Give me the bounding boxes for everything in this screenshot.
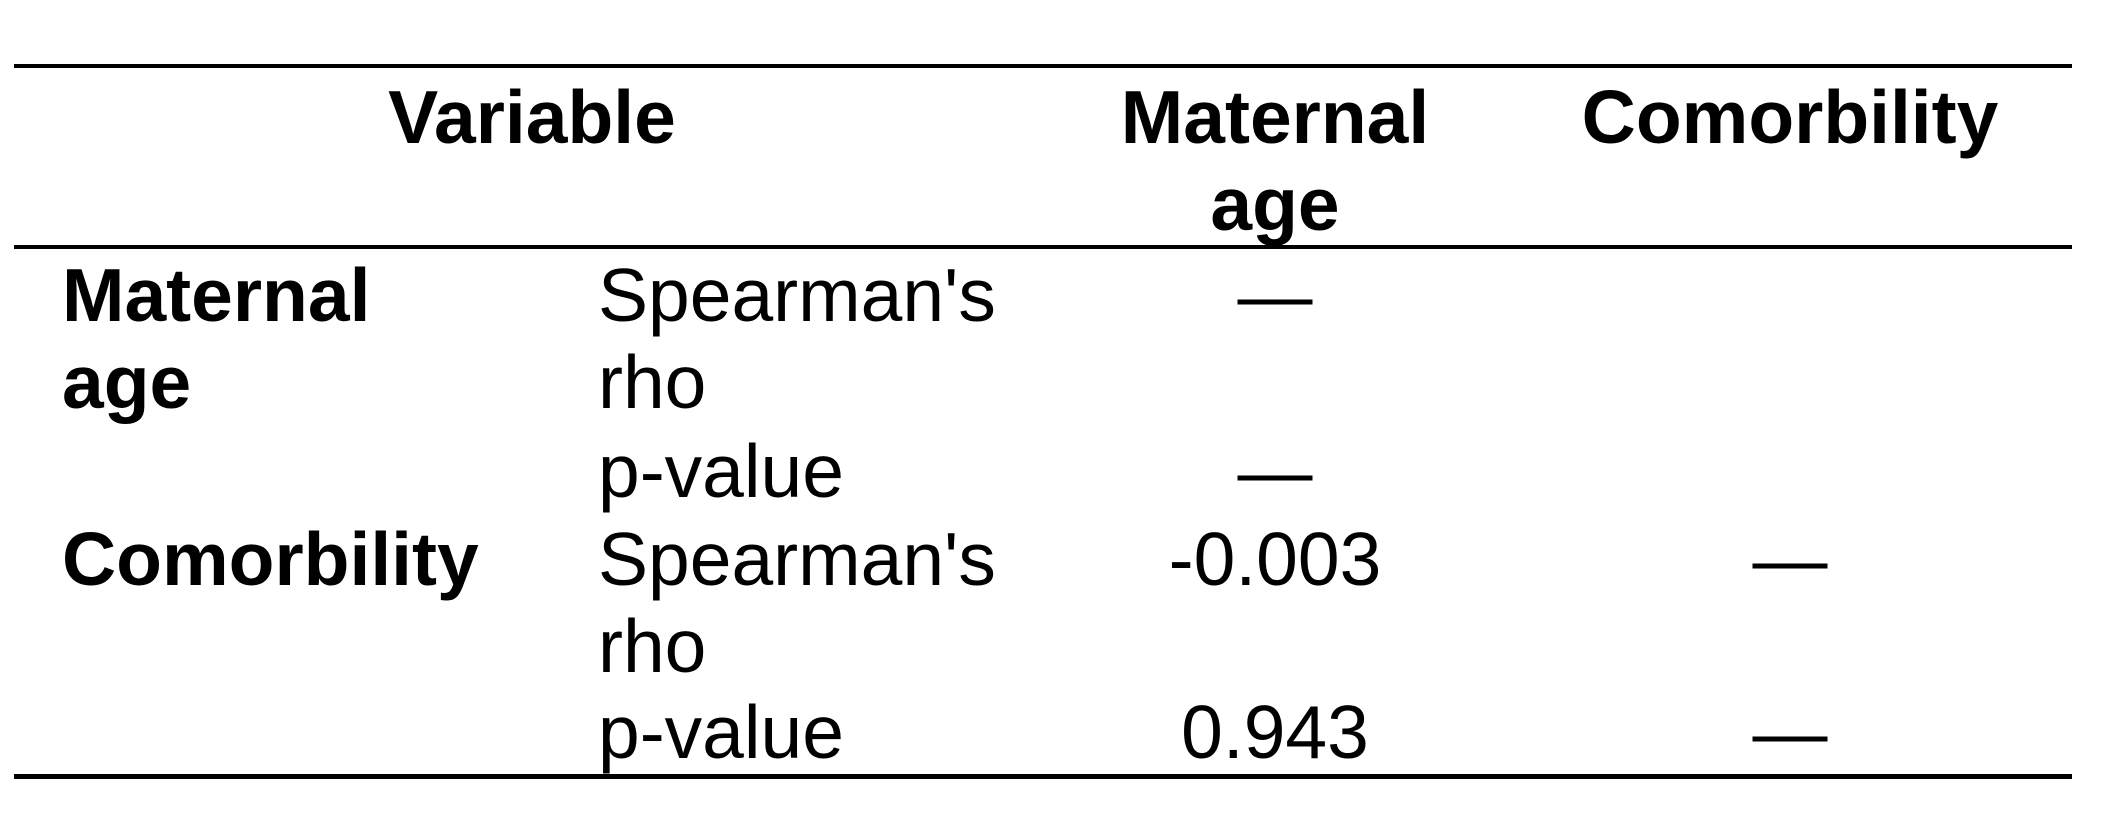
value-cell: — [1752,517,1828,601]
top-rule [14,64,2072,68]
value-cell: — [1752,690,1828,774]
stat-label: Spearman's rho [598,253,996,424]
header-cell: Maternal age [1120,75,1430,246]
value-cell: — [1237,429,1313,513]
stat-label: p-value [598,690,844,774]
header-cell: Comorbility [1581,75,1999,159]
value-cell: — [1237,253,1313,337]
row-group-label: Maternal age [62,253,371,424]
value-cell: -0.003 [1168,517,1382,601]
header-rule [14,245,2072,249]
row-group-label: Comorbility [62,517,479,601]
stat-label: p-value [598,429,844,513]
stat-label: Spearman's rho [598,517,996,688]
header-cell: Variable [388,75,676,159]
value-cell: 0.943 [1181,690,1369,774]
bottom-rule [14,774,2072,779]
